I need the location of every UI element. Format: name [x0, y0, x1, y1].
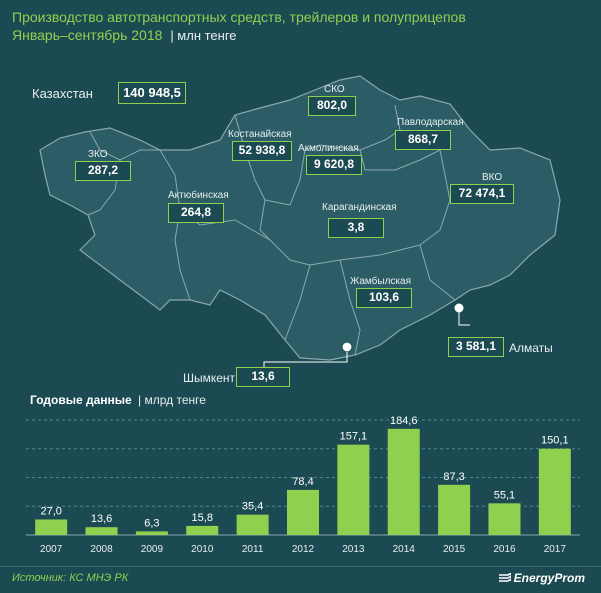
data-label-2007: 27,0	[40, 505, 61, 517]
tick-label-2015: 2015	[443, 544, 466, 555]
data-label-2017: 150,1	[541, 435, 569, 447]
page-subtitle: Январь–сентябрь 2018	[12, 27, 163, 43]
region-value-zko: 287,2	[75, 161, 131, 181]
region-name-vko: ВКО	[482, 172, 503, 183]
bar-2014	[387, 428, 420, 535]
data-label-2013: 157,1	[340, 431, 368, 443]
bar-2007	[35, 519, 68, 535]
page-title: Производство автотранспортных средств, т…	[12, 9, 466, 25]
bar-2016	[488, 503, 521, 535]
tick-label-2007: 2007	[40, 544, 63, 555]
bar-2015	[438, 484, 471, 535]
region-name-zhambyl: Жамбылская	[350, 276, 411, 287]
tick-label-2017: 2017	[544, 544, 567, 555]
annual-title: Годовые данные	[30, 393, 132, 407]
region-name-zko: ЗКО	[88, 149, 108, 160]
country-label: Казахстан	[32, 86, 93, 101]
bar-2010	[186, 525, 219, 535]
tick-label-2014: 2014	[393, 544, 416, 555]
annual-header: Годовые данные | млрд тенге	[30, 393, 206, 407]
tick-label-2013: 2013	[342, 544, 365, 555]
header: Производство автотранспортных средств, т…	[12, 8, 466, 45]
region-name-akmola: Акмолинская	[298, 143, 359, 154]
region-value-vko: 72 474,1	[450, 184, 514, 204]
data-label-2012: 78,4	[292, 476, 313, 488]
region-name-aktobe: Актюбинская	[168, 190, 229, 201]
data-label-2015: 87,3	[443, 471, 464, 483]
source-note: Источник: КС МНЭ РК	[12, 572, 129, 584]
data-label-2014: 184,6	[390, 415, 418, 427]
tick-label-2012: 2012	[292, 544, 315, 555]
region-value-kostanay: 52 938,8	[232, 141, 292, 161]
bar-2009	[135, 531, 168, 535]
region-value-aktobe: 264,8	[168, 203, 224, 223]
annual-bar-chart: 27,0 2007 13,6 2008 6,3 2009 15,8 2010 35,4 2011 7…	[26, 415, 580, 555]
almaty-city-marker	[453, 302, 465, 314]
tick-label-2008: 2008	[90, 544, 113, 555]
tick-label-2011: 2011	[242, 544, 264, 555]
bar-2013	[337, 444, 370, 535]
brand-name: EnergyProm	[513, 571, 585, 585]
bar-2011	[236, 514, 269, 535]
region-value-karaganda: 3,8	[328, 218, 384, 238]
brand-logo: EnergyProm	[498, 571, 585, 585]
bar-2008	[85, 527, 118, 535]
region-name-pavlodar: Павлодарская	[397, 117, 464, 128]
region-name-kostanay: Костанайская	[228, 129, 292, 140]
almaty-leader-line	[458, 312, 470, 326]
footer-divider	[0, 566, 601, 567]
tick-label-2016: 2016	[493, 544, 516, 555]
energyprom-logo-icon	[498, 573, 511, 582]
bar-2012	[287, 489, 319, 535]
region-value-akmola: 9 620,8	[306, 155, 362, 175]
bar-2017	[538, 448, 571, 535]
data-label-2008: 13,6	[91, 513, 112, 525]
data-label-2016: 55,1	[494, 489, 515, 501]
data-label-2010: 15,8	[192, 512, 213, 524]
region-value-zhambyl: 103,6	[356, 288, 412, 308]
data-label-2009: 6,3	[144, 517, 159, 529]
region-value-pavlodar: 868,7	[395, 130, 451, 150]
region-name-almaty: Алматы	[509, 341, 553, 355]
subtitle-row: Январь–сентябрь 2018 | млн тенге	[12, 26, 466, 45]
tick-label-2010: 2010	[191, 544, 214, 555]
country-outline	[39, 75, 561, 361]
unit-label: | млн тенге	[170, 28, 237, 43]
shymkent-city-marker	[341, 341, 353, 353]
region-value-almaty: 3 581,1	[448, 337, 504, 357]
region-value-shymkent: 13,6	[236, 367, 290, 387]
data-label-2011: 35,4	[242, 501, 263, 513]
tick-label-2009: 2009	[141, 544, 164, 555]
region-value-sko: 802,0	[308, 96, 356, 116]
region-name-karaganda: Карагандинская	[322, 202, 397, 213]
region-name-shymkent: Шымкент	[183, 371, 236, 385]
region-name-sko: СКО	[324, 84, 345, 95]
annual-unit: | млрд тенге	[138, 393, 206, 407]
country-value: 140 948,5	[118, 82, 186, 104]
